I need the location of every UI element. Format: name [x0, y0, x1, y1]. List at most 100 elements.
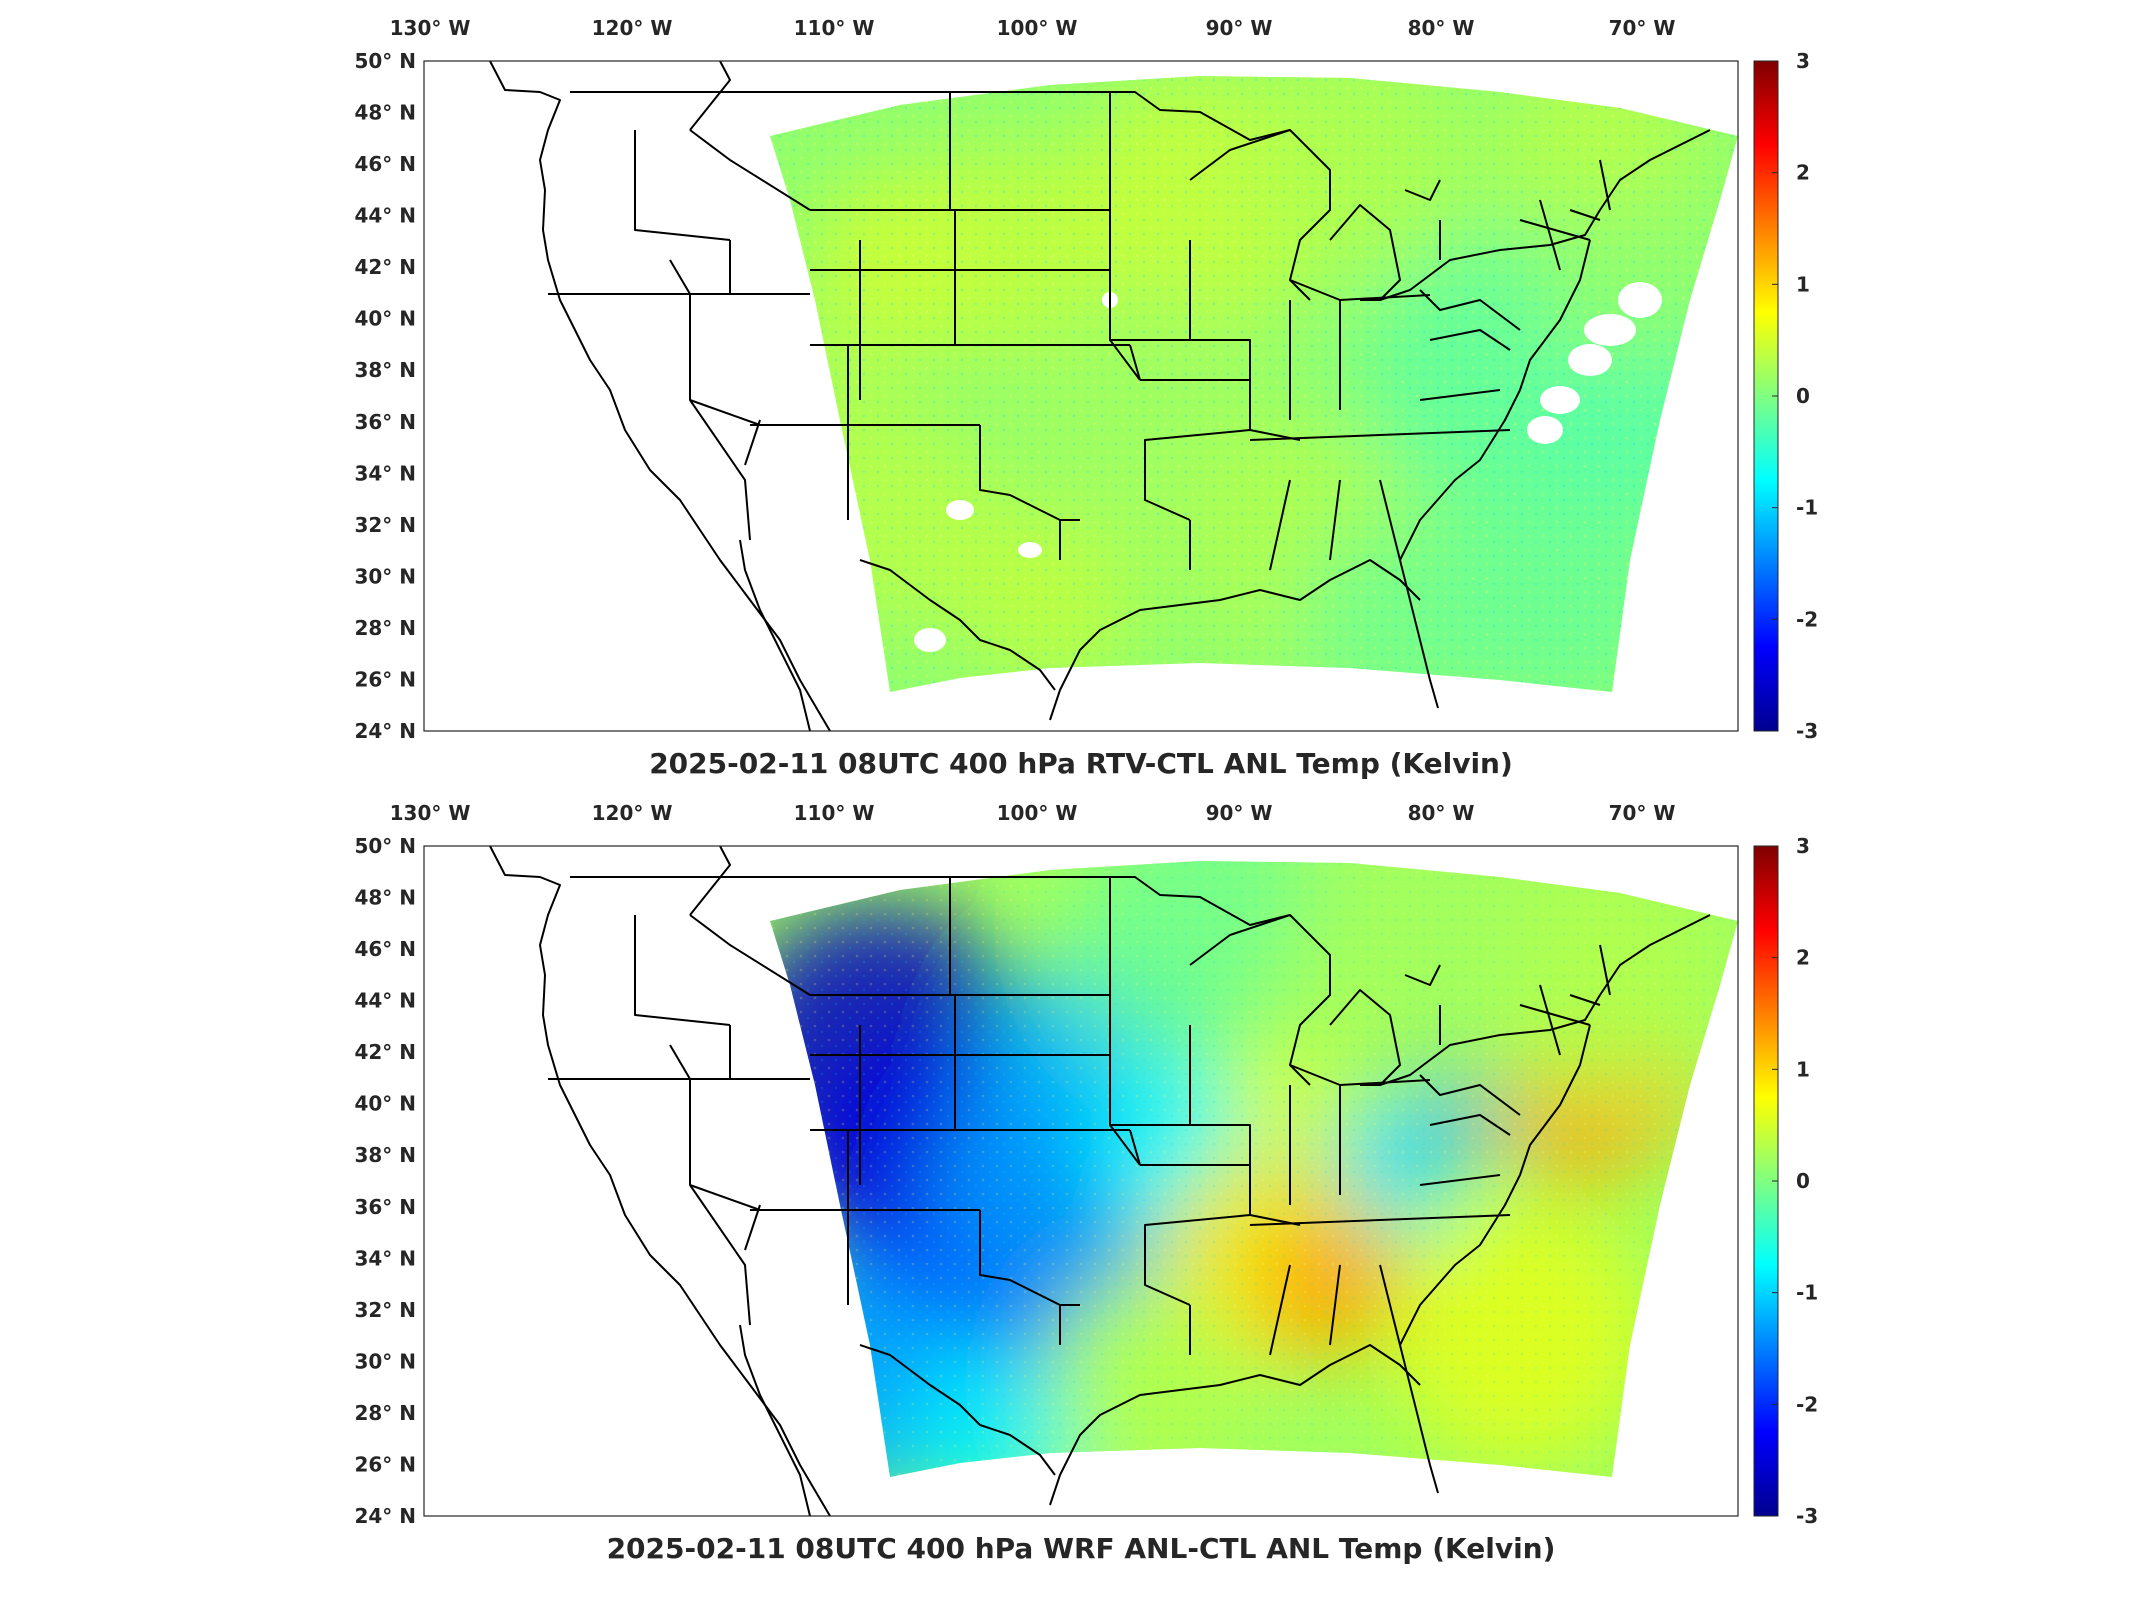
boundary-line: [739, 539, 811, 732]
boundary-line: [689, 1079, 751, 1326]
boundary-line: [744, 419, 761, 466]
colorbar-tick-label: 0: [1796, 384, 1810, 408]
longitude-label: 80° W: [1408, 16, 1475, 40]
boundary-line: [1269, 479, 1291, 571]
latitude-label: 24° N: [354, 719, 416, 743]
latitude-label: 36° N: [354, 1195, 416, 1219]
boundary-line: [1399, 1024, 1591, 1494]
map-frame: [423, 60, 1739, 732]
longitude-label: 120° W: [592, 801, 673, 825]
colorbar-tick-label: -2: [1796, 607, 1818, 631]
colorbar-tick-label: 1: [1796, 1057, 1810, 1081]
longitude-label: 70° W: [1609, 16, 1676, 40]
latitude-labels: 50° N 48° N 46° N 44° N 42° N 40° N 38° N 36° N…: [354, 834, 416, 1528]
panel-title: 2025-02-11 08UTC 400 hPa RTV-CTL ANL Tem…: [649, 747, 1513, 780]
boundary-line: [1539, 199, 1561, 271]
latitude-label: 32° N: [354, 1298, 416, 1322]
colorbar-tick-label: 3: [1796, 49, 1810, 73]
latitude-label: 30° N: [354, 564, 416, 588]
colorbar: 3 2 1 0 -1 -2 -3: [1753, 49, 1818, 743]
temperature-field: [770, 76, 1738, 692]
boundary-line: [1110, 1124, 1301, 1226]
latitude-label: 38° N: [354, 1143, 416, 1167]
colorbar-tick-label: -3: [1796, 719, 1818, 743]
boundary-line: [689, 399, 761, 426]
boundary-line: [1049, 1344, 1421, 1506]
boundary-line: [1379, 479, 1401, 561]
longitude-label: 100° W: [997, 801, 1078, 825]
boundary-line: [1419, 1074, 1521, 1116]
latitude-label: 26° N: [354, 667, 416, 691]
latitude-label: 36° N: [354, 410, 416, 434]
colorbar-tick-label: -2: [1796, 1392, 1818, 1416]
longitude-label: 130° W: [390, 801, 471, 825]
colorbar-tick-label: 3: [1796, 834, 1810, 858]
boundary-line: [1144, 429, 1251, 521]
colorbar-tick-label: 1: [1796, 272, 1810, 296]
latitude-label: 44° N: [354, 204, 416, 228]
latitude-label: 38° N: [354, 358, 416, 382]
colorbar-tick-label: 0: [1796, 1169, 1810, 1193]
boundary-line: [1599, 944, 1611, 996]
boundary-line: [1379, 914, 1711, 1086]
boundary-line: [1419, 389, 1501, 401]
boundary-line: [744, 1204, 761, 1251]
latitude-label: 50° N: [354, 49, 416, 73]
boundary-line: [1539, 984, 1561, 1056]
boundary-line: [1249, 429, 1511, 441]
boundary-line: [1269, 1264, 1291, 1356]
boundary-line: [1404, 964, 1441, 986]
boundary-line: [1429, 329, 1511, 351]
boundary-line: [1569, 209, 1601, 221]
latitude-label: 48° N: [354, 886, 416, 910]
longitude-label: 90° W: [1206, 801, 1273, 825]
boundary-line: [1599, 159, 1611, 211]
latitude-label: 34° N: [354, 461, 416, 485]
boundary-line: [689, 129, 811, 211]
latitude-label: 46° N: [354, 152, 416, 176]
latitude-labels: 50° N 48° N 46° N 44° N 42° N 40° N 38° N 36° N…: [354, 49, 416, 743]
latitude-label: 28° N: [354, 1401, 416, 1425]
boundary-line: [1189, 129, 1331, 301]
boundary-line: [689, 60, 731, 131]
longitude-label: 120° W: [592, 16, 673, 40]
colorbar-tick-label: -1: [1796, 1281, 1818, 1305]
boundary-line: [1329, 479, 1341, 561]
boundary-line: [689, 1184, 761, 1211]
boundary-line: [1379, 129, 1711, 301]
map-panel-wrf: 130° W 120° W 110° W 100° W 90° W 80° W 70° W …: [354, 801, 1818, 1565]
state-boundaries: [489, 60, 1711, 732]
latitude-label: 34° N: [354, 1246, 416, 1270]
latitude-label: 26° N: [354, 1452, 416, 1476]
longitude-labels: 130° W 120° W 110° W 100° W 90° W 80° W 70° W: [390, 801, 1676, 825]
longitude-label: 110° W: [794, 801, 875, 825]
boundary-line: [1419, 289, 1521, 331]
latitude-label: 40° N: [354, 307, 416, 331]
boundary-line: [1329, 989, 1401, 1086]
temperature-field: [770, 861, 1738, 1477]
boundary-line: [979, 1210, 1080, 1306]
boundary-line: [634, 915, 731, 1026]
longitude-label: 80° W: [1408, 801, 1475, 825]
longitude-labels: 130° W 120° W 110° W 100° W 90° W 80° W 70° W: [390, 16, 1676, 40]
boundary-line: [489, 845, 831, 1517]
boundary-line: [489, 60, 831, 732]
latitude-label: 48° N: [354, 101, 416, 125]
longitude-label: 90° W: [1206, 16, 1273, 40]
colorbar-tick-label: 2: [1796, 946, 1810, 970]
boundary-line: [1110, 339, 1301, 441]
boundary-line: [1329, 204, 1401, 301]
boundary-line: [669, 259, 691, 295]
boundary-line: [1049, 559, 1421, 721]
boundary-line: [1569, 994, 1601, 1006]
boundary-line: [1404, 179, 1441, 201]
latitude-label: 40° N: [354, 1092, 416, 1116]
latitude-label: 42° N: [354, 1040, 416, 1064]
boundary-line: [859, 559, 1056, 691]
latitude-label: 50° N: [354, 834, 416, 858]
boundary-line: [739, 1324, 811, 1517]
boundary-line: [1249, 1214, 1511, 1226]
latitude-label: 28° N: [354, 616, 416, 640]
colorbar-tick-label: 2: [1796, 161, 1810, 185]
